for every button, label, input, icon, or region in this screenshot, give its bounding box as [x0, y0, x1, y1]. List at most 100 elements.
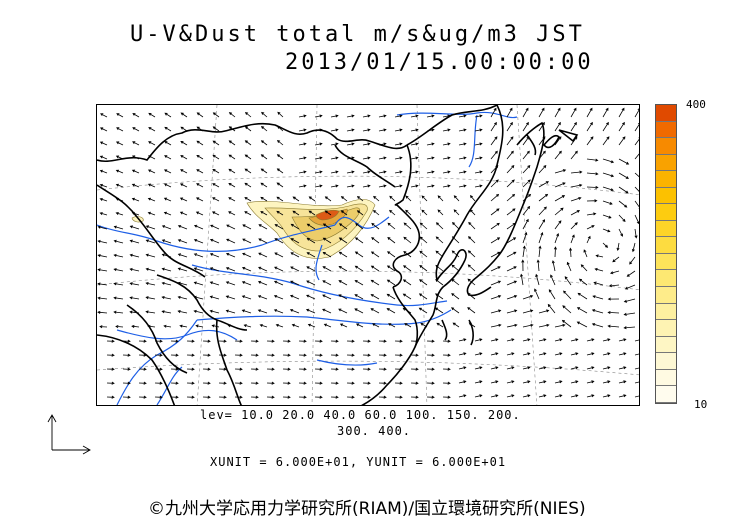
wind-arrow [453, 195, 460, 202]
wind-arrow [570, 183, 583, 188]
wind-arrow [506, 107, 513, 118]
wind-arrow [122, 339, 131, 343]
wind-arrow [346, 128, 355, 132]
wind-arrow [193, 309, 204, 314]
wind-arrow [467, 250, 476, 258]
wind-arrow [306, 266, 316, 272]
wind-arrow [330, 395, 339, 399]
wind-arrow [538, 136, 546, 146]
wind-arrow [426, 353, 435, 357]
wind-arrow [97, 296, 108, 300]
wind-arrow [612, 256, 620, 263]
wind-arrow [458, 366, 467, 370]
wind-arrow [420, 322, 428, 328]
wind-arrow [243, 324, 252, 328]
wind-arrow [355, 223, 364, 230]
wind-arrow [490, 295, 502, 300]
wind-arrow [602, 186, 614, 192]
wind-arrow [179, 197, 188, 202]
wind-arrow [241, 295, 252, 300]
wind-arrow [602, 121, 609, 132]
wind-arrow [179, 183, 188, 188]
wind-arrow [538, 150, 546, 160]
wind-arrow [274, 238, 284, 244]
wind-arrow [458, 394, 467, 398]
wind-arrow [298, 353, 307, 357]
wind-arrow [282, 339, 291, 343]
wind-arrow [435, 222, 444, 230]
wind-arrow [244, 197, 252, 202]
wind-arrow [202, 381, 211, 385]
wind-arrow [115, 141, 124, 146]
wind-arrow [177, 310, 188, 314]
wind-arrow [624, 284, 636, 290]
wind-arrow [437, 195, 444, 202]
wind-arrow [154, 339, 163, 343]
wind-arrow [266, 353, 275, 357]
wind-arrow [442, 367, 451, 371]
wind-arrow [602, 136, 610, 146]
wind-arrow [106, 339, 115, 343]
colorbar-segment [656, 369, 676, 387]
wind-arrow [145, 225, 156, 230]
wind-arrow [458, 170, 467, 174]
wind-arrow [602, 394, 611, 398]
wind-arrow [591, 323, 604, 328]
reference-vector-icon [47, 414, 91, 455]
wind-arrow [634, 122, 639, 132]
wind-arrow [426, 184, 435, 188]
wind-arrow [330, 142, 339, 146]
wind-arrow [389, 209, 396, 216]
wind-arrow [193, 267, 204, 272]
wind-arrow [538, 380, 547, 384]
wind-arrow [634, 151, 639, 160]
wind-arrow [161, 281, 172, 286]
wind-arrow [145, 239, 156, 244]
wind-arrow [570, 121, 577, 132]
wind-arrow [314, 170, 323, 174]
wind-arrow [276, 210, 284, 216]
wind-arrow [258, 224, 268, 230]
wind-arrow [212, 112, 220, 118]
wind-arrow [520, 273, 524, 286]
wind-arrow [586, 235, 591, 244]
colorbar-segment [656, 154, 676, 172]
wind-arrow [282, 381, 291, 385]
wind-arrow [372, 323, 380, 328]
wind-arrow [298, 381, 307, 385]
wind-arrow [623, 298, 636, 303]
wind-arrow [356, 210, 364, 216]
wind-arrow [346, 381, 355, 385]
wind-arrow [522, 164, 531, 174]
wind-arrow [410, 184, 419, 188]
wind-arrow [570, 366, 579, 370]
wind-arrow [608, 284, 620, 288]
wind-arrow [490, 338, 499, 342]
wind-arrow [467, 292, 476, 300]
wind-arrow [306, 252, 316, 258]
wind-arrow [99, 169, 108, 174]
wind-arrow [362, 156, 371, 160]
wind-arrow [346, 142, 355, 146]
wind-arrow [180, 169, 188, 174]
wind-arrow [586, 394, 595, 398]
contour-levels-line1: lev= 10.0 20.0 40.0 60.0 100. 150. 200. [200, 408, 521, 422]
wind-arrow [164, 155, 172, 160]
wind-arrow [196, 183, 204, 188]
wind-arrow [148, 127, 156, 132]
wind-arrow [405, 195, 412, 202]
wind-arrow [410, 142, 419, 146]
colorbar-segment [656, 220, 676, 238]
wind-arrow [404, 323, 412, 328]
wind-arrow [196, 140, 204, 146]
wind-arrow [261, 111, 268, 118]
wind-arrow [474, 394, 483, 398]
wind-arrow [410, 114, 419, 118]
wind-arrow [346, 156, 355, 160]
wind-arrow [586, 366, 595, 370]
wind-arrow [97, 268, 108, 272]
wind-arrow [394, 128, 403, 132]
wind-arrow [115, 155, 124, 160]
wind-arrow [129, 253, 140, 258]
wind-arrow [490, 366, 499, 370]
